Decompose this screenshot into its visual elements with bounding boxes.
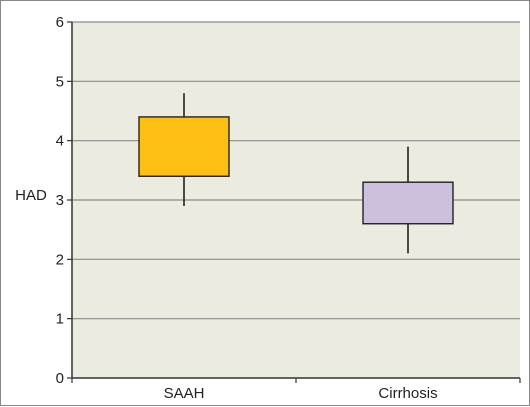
y-tick-labels: 0 1 2 3 4 5 6 bbox=[56, 14, 64, 387]
x-tick-label: SAAH bbox=[164, 385, 205, 402]
box-cirrhosis bbox=[362, 146, 454, 254]
box-saah bbox=[138, 93, 230, 206]
y-axis-label: HAD bbox=[15, 187, 47, 204]
y-tick-label: 0 bbox=[56, 370, 64, 387]
y-tick-label: 2 bbox=[56, 251, 64, 268]
y-tick-label: 3 bbox=[56, 192, 64, 209]
y-tick-label: 6 bbox=[56, 14, 64, 31]
x-tick-label: Cirrhosis bbox=[378, 385, 437, 402]
iqr-box bbox=[138, 116, 230, 177]
iqr-box bbox=[362, 181, 454, 225]
x-tick-labels: SAAH Cirrhosis bbox=[164, 385, 438, 402]
axes bbox=[67, 21, 521, 383]
y-tick-label: 1 bbox=[56, 311, 64, 328]
y-tick-label: 5 bbox=[56, 73, 64, 90]
y-tick-label: 4 bbox=[56, 133, 64, 150]
boxes bbox=[138, 93, 454, 254]
